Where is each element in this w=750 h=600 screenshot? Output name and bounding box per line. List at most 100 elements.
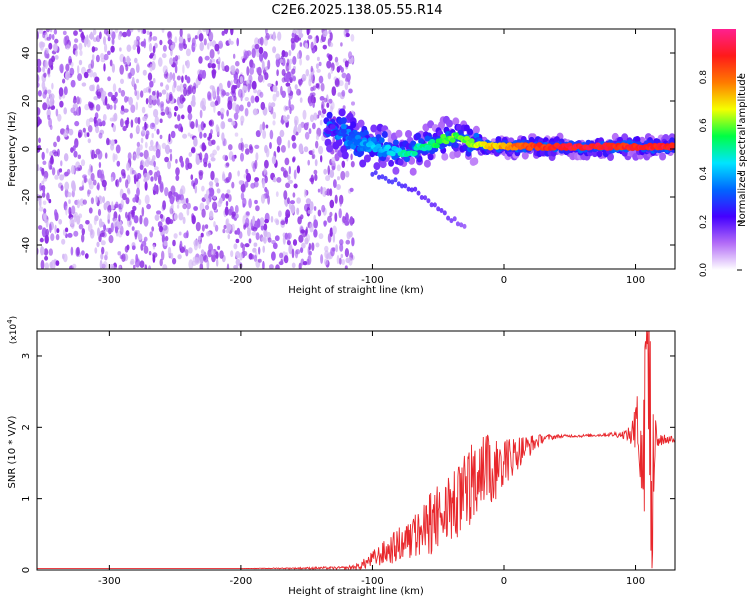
spectrogram-noise-cell (179, 83, 184, 93)
spectrogram-ridge-cell (375, 143, 382, 149)
spectrogram-ridge-cell (468, 138, 475, 144)
spectrogram-noise-cell (213, 103, 216, 113)
spectrogram-secondary-cell (446, 215, 451, 221)
spectrogram-noise-cell (169, 205, 173, 215)
spectrogram-noise-cell (155, 148, 161, 159)
spectrogram-noise-cell (236, 227, 241, 235)
spectrogram-noise-cell (287, 174, 291, 181)
spectrogram-noise-cell (248, 253, 253, 260)
spectrogram-noise-cell (172, 72, 176, 82)
spectrogram-noise-cell (286, 232, 290, 242)
spectrogram-noise-cell (106, 103, 110, 110)
spectrogram-noise-cell (217, 111, 221, 116)
spectrogram-noise-cell (285, 82, 291, 87)
spectrogram-noise-cell (227, 233, 231, 240)
spectrogram-noise-cell (272, 31, 276, 41)
spectrogram-noise-cell (344, 248, 349, 258)
spectrogram-noise-cell (115, 179, 118, 187)
spectrogram-noise-cell (169, 153, 173, 162)
spectrogram-noise-cell (152, 155, 156, 161)
spectrogram-ridge-cell (659, 152, 667, 161)
spectrogram-noise-cell (88, 33, 95, 40)
spectrogram-noise-cell (63, 153, 69, 162)
spectrogram-noise-cell (39, 41, 45, 51)
spectrogram-noise-cell (102, 261, 108, 269)
spectrogram-noise-cell (44, 234, 49, 244)
spectrogram-noise-cell (187, 104, 192, 114)
spectrogram-noise-cell (54, 224, 57, 234)
spectrogram-noise-cell (309, 201, 314, 211)
spectrogram-noise-cell (37, 107, 41, 116)
spectrogram-noise-cell (146, 172, 150, 181)
spectrogram-noise-cell (244, 96, 249, 102)
spectrogram-noise-cell (173, 233, 178, 239)
spectrogram-noise-cell (167, 39, 173, 45)
spectrogram-noise-cell (62, 132, 68, 138)
spectrogram-noise-cell (108, 235, 114, 244)
spectrogram-noise-cell (73, 230, 79, 237)
spectrogram-noise-cell (127, 152, 132, 161)
spectrogram-noise-cell (118, 87, 122, 94)
spectrogram-secondary-cell (413, 186, 418, 192)
spectrogram-noise-cell (297, 52, 300, 59)
spectrogram-noise-cell (159, 181, 164, 189)
spectrogram-noise-cell (160, 82, 164, 87)
spectrogram-noise-cell (161, 234, 165, 244)
spectrogram-noise-cell (162, 44, 167, 52)
spectrogram-noise-cell (209, 153, 215, 159)
spectrogram-noise-cell (315, 83, 320, 89)
spectrogram-noise-cell (54, 38, 59, 44)
spectrogram-noise-cell (181, 75, 184, 83)
spectrogram-noise-cell (340, 253, 344, 259)
spectrogram-noise-cell (79, 198, 85, 207)
spectrogram-noise-cell (97, 208, 102, 217)
spectrogram-noise-cell (275, 191, 279, 198)
spectrogram-noise-cell (257, 258, 262, 263)
spectrogram-noise-cell (131, 226, 135, 231)
spectrogram-noise-cell (81, 82, 87, 87)
spectrogram-noise-cell (157, 98, 161, 106)
spectrogram-noise-cell (313, 219, 318, 229)
spectrogram-noise-cell (44, 255, 49, 261)
spectrogram-noise-cell (287, 139, 291, 149)
spectrogram-noise-cell (333, 179, 337, 189)
spectrogram-noise-cell (319, 119, 323, 126)
spectrogram-noise-cell (345, 239, 351, 245)
spectrogram-noise-cell (182, 83, 187, 89)
spectrogram-noise-cell (254, 177, 259, 182)
spectrogram-noise-cell (140, 90, 144, 98)
spectrogram-noise-cell (179, 94, 185, 104)
spectrogram-noise-cell (93, 116, 97, 125)
spectrogram-noise-cell (231, 154, 236, 162)
spectrogram-noise-cell (53, 258, 57, 266)
spectrogram-secondary-cell (436, 206, 441, 212)
spectrogram-noise-cell (90, 172, 95, 182)
spectrogram-noise-cell (335, 61, 339, 66)
spectrogram-secondary-cell (377, 174, 381, 180)
spectrogram-noise-cell (194, 178, 199, 185)
spectrogram-noise-cell (217, 60, 221, 71)
spectrogram-noise-cell (151, 95, 156, 101)
spectrogram-noise-cell (141, 240, 147, 247)
spectrogram-noise-cell (199, 41, 204, 52)
spectrogram-ridge-cell (415, 132, 421, 140)
spectrogram-ridge-cell (370, 124, 378, 133)
spectrogram-noise-cell (159, 258, 163, 267)
spectrogram-noise-cell (81, 228, 86, 236)
spectrogram-noise-cell (48, 198, 52, 204)
spectrogram-ridge-cell (463, 135, 470, 141)
spectrogram-ridge-cell (405, 130, 412, 138)
spectrogram-noise-cell (57, 113, 62, 122)
spectrogram-noise-cell (161, 89, 167, 95)
spectrogram-noise-cell (119, 47, 122, 52)
spectrogram-noise-cell (206, 231, 211, 237)
spectrogram-noise-cell (95, 54, 100, 63)
spectrogram-noise-cell (42, 32, 46, 39)
spectrogram-secondary-cell (449, 218, 454, 224)
spectrogram-noise-cell (222, 228, 226, 234)
spectrogram-noise-cell (280, 145, 286, 153)
spectrogram-noise-cell (122, 56, 126, 64)
spectrogram-noise-cell (304, 131, 310, 140)
spectrogram-noise-cell (187, 162, 193, 169)
spectrogram-noise-cell (336, 254, 340, 265)
